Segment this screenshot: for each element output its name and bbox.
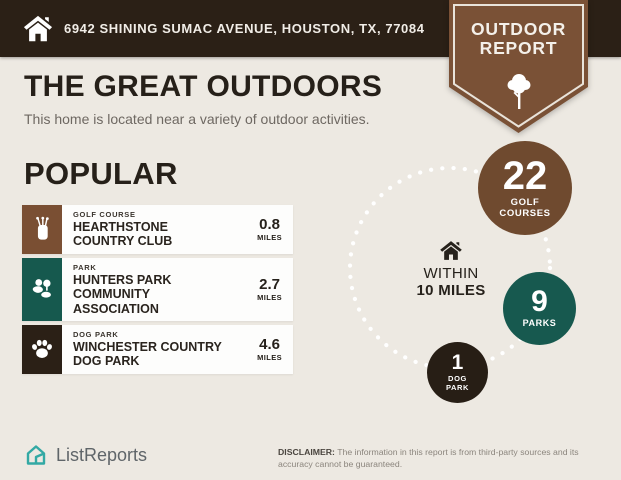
item-distance: 0.8 MILES xyxy=(257,205,293,254)
listreports-house-icon xyxy=(26,445,46,465)
stat-count: 22 xyxy=(502,153,548,198)
disclaimer-text: The information in this report is from t… xyxy=(278,447,579,470)
item-distance: 4.6 MILES xyxy=(257,325,293,374)
radius-center-label: WITHIN 10 MILES xyxy=(405,239,497,299)
item-category: PARK xyxy=(73,262,97,272)
page-title: THE GREAT OUTDOORS xyxy=(24,70,383,103)
property-address: 6942 SHINING SUMAC AVENUE, HOUSTON, TX, … xyxy=(64,21,425,36)
badge-title-line1: OUTDOOR xyxy=(470,19,567,39)
golf-bag-icon xyxy=(22,205,62,254)
list-item-golf-course: GOLF COURSE HEARTHSTONE COUNTRY CLUB 0.8… xyxy=(22,205,293,254)
home-icon xyxy=(23,15,53,41)
item-distance: 2.7 MILES xyxy=(257,258,293,321)
badge-shape xyxy=(449,0,588,133)
stat-count: 1 xyxy=(451,350,464,374)
distance-unit: MILES xyxy=(257,232,282,242)
distance-value: 4.6 xyxy=(259,335,280,353)
distance-value: 0.8 xyxy=(259,215,280,233)
page-subtitle: This home is located near a variety of o… xyxy=(24,111,370,127)
list-item-park: PARK HUNTERS PARK COMMUNITY ASSOCIATION … xyxy=(22,257,293,321)
distance-value: 2.7 xyxy=(259,275,280,293)
tree-icon xyxy=(507,74,531,109)
item-name: HEARTHSTONE COUNTRY CLUB xyxy=(73,220,173,249)
stat-label: DOG PARK xyxy=(445,374,470,393)
distance-unit: MILES xyxy=(257,292,282,302)
stat-count: 9 xyxy=(531,284,548,318)
popular-list: GOLF COURSE HEARTHSTONE COUNTRY CLUB 0.8… xyxy=(22,205,293,378)
item-name: HUNTERS PARK COMMUNITY ASSOCIATION xyxy=(73,272,172,316)
item-category: DOG PARK xyxy=(73,329,119,339)
badge-title-line2: REPORT xyxy=(479,38,558,58)
park-icon xyxy=(22,257,62,321)
disclaimer-label: DISCLAIMER: xyxy=(278,447,335,457)
miles-text: 10 MILES xyxy=(416,282,486,299)
distance-unit: MILES xyxy=(257,352,282,362)
stat-golf-courses: 22 GOLF COURSES xyxy=(478,141,572,235)
stat-parks: 9 PARKS xyxy=(503,272,576,345)
list-item-dog-park: DOG PARK WINCHESTER COUNTRY DOG PARK 4.6… xyxy=(22,324,293,374)
listreports-logo: ListReports xyxy=(24,443,147,467)
paw-icon xyxy=(22,324,62,374)
house-icon xyxy=(440,241,462,260)
stat-label: PARKS xyxy=(522,318,557,329)
item-category: GOLF COURSE xyxy=(73,210,136,219)
within-text: WITHIN xyxy=(423,265,479,282)
item-name: WINCHESTER COUNTRY DOG PARK xyxy=(73,339,222,369)
popular-heading: POPULAR xyxy=(24,156,178,191)
outdoor-report-badge: OUTDOOR REPORT xyxy=(449,0,588,134)
stat-label: GOLF COURSES xyxy=(499,196,551,219)
brand-name: ListReports xyxy=(56,444,148,465)
stat-dog-park: 1 DOG PARK xyxy=(427,342,488,403)
disclaimer: DISCLAIMER: The information in this repo… xyxy=(278,446,610,470)
